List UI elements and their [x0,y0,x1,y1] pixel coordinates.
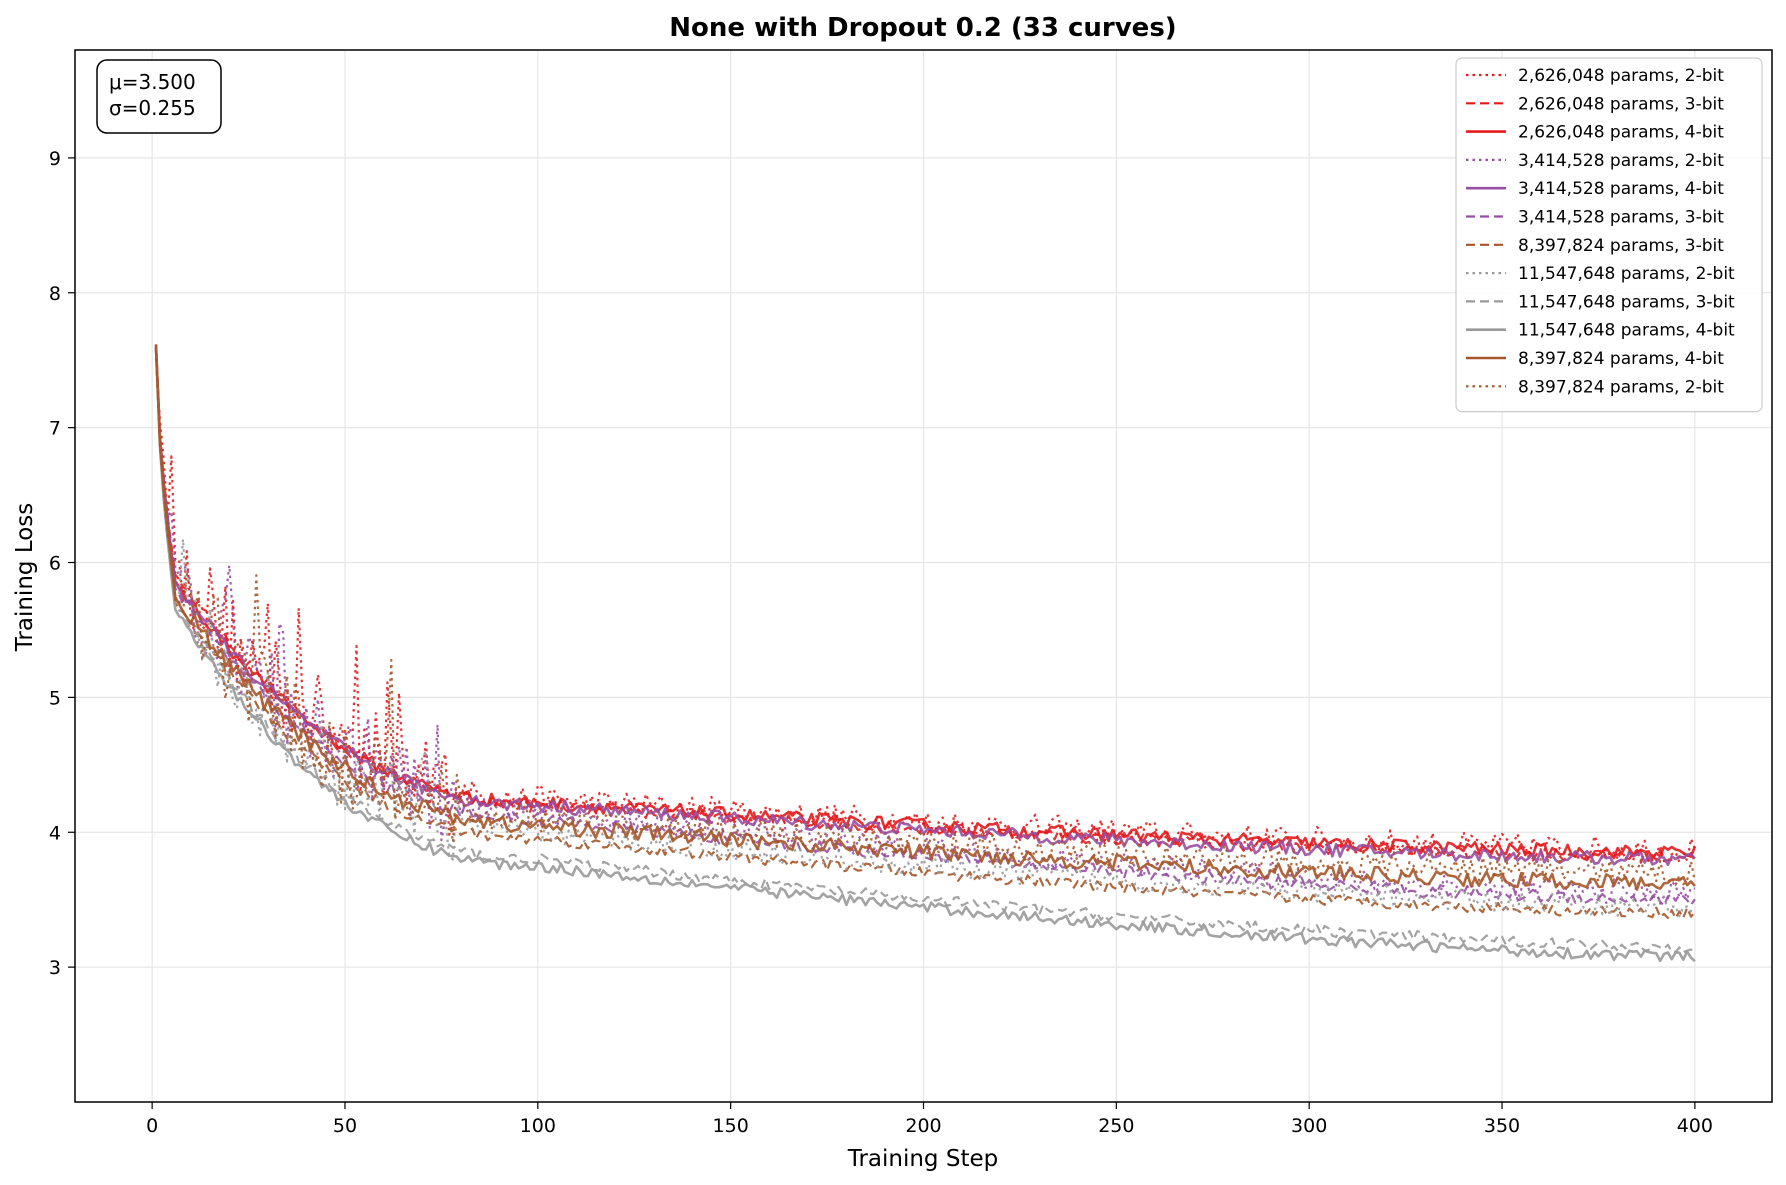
stats-box-frame [96,59,222,134]
y-tick-label: 7 [49,418,61,440]
x-axis-label: Training Step [847,1146,998,1172]
x-tick-label: 250 [1098,1115,1134,1137]
series-line-10 [154,344,1696,891]
y-tick-label: 8 [49,283,61,305]
legend-label: 2,626,048 params, 3-bit [1518,94,1724,114]
legend-label: 8,397,824 params, 4-bit [1518,349,1724,369]
x-axis-ticks: 0 50 100 150 200 250 300 350 400 [146,1102,1713,1137]
series-line-5 [154,344,1696,907]
y-tick-label: 5 [49,687,61,709]
x-tick-label: 200 [905,1115,941,1137]
stats-mu: μ=3.500 [109,70,196,94]
x-tick-label: 150 [713,1115,749,1137]
y-tick-label: 3 [49,957,61,979]
series-line-3 [154,350,1696,905]
legend-label: 3,414,528 params, 4-bit [1518,179,1724,199]
chart-title: None with Dropout 0.2 (33 curves) [669,13,1176,43]
series-line-1 [154,348,1696,864]
y-tick-label: 9 [49,148,61,170]
legend-label: 3,414,528 params, 2-bit [1518,151,1724,171]
legend-label: 11,547,648 params, 4-bit [1518,321,1735,341]
x-tick-label: 350 [1484,1115,1520,1137]
legend-label: 11,547,648 params, 3-bit [1518,292,1735,312]
legend-label: 3,414,528 params, 3-bit [1518,208,1724,228]
legend: 2,626,048 params, 2-bit 2,626,048 params,… [1455,57,1763,413]
y-tick-label: 4 [49,822,61,844]
x-tick-label: 50 [333,1115,357,1137]
y-axis-ticks: 3 4 5 6 7 8 9 [49,148,75,979]
x-tick-label: 400 [1677,1115,1713,1137]
legend-label: 2,626,048 params, 4-bit [1518,123,1724,143]
legend-frame [1455,57,1763,413]
legend-label: 2,626,048 params, 2-bit [1518,66,1724,86]
y-tick-label: 6 [49,553,61,575]
x-tick-label: 300 [1291,1115,1327,1137]
stats-sigma: σ=0.255 [109,96,196,120]
x-tick-label: 100 [520,1115,556,1137]
series-line-8 [154,345,1696,954]
series-line-4 [154,347,1696,866]
series-line-9 [154,346,1696,963]
legend-label: 11,547,648 params, 2-bit [1518,264,1735,284]
stats-box: μ=3.500 σ=0.255 [96,59,222,134]
legend-label: 8,397,824 params, 2-bit [1518,377,1724,397]
legend-label: 8,397,824 params, 3-bit [1518,236,1724,256]
series-layer [154,344,1697,963]
y-axis-label: Training Loss [12,503,38,653]
x-tick-label: 0 [146,1115,158,1137]
